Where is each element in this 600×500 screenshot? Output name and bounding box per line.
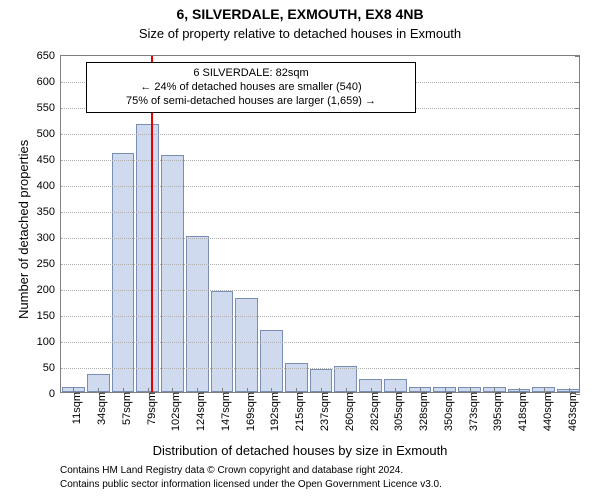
y-tick-label: 100 [37,336,61,348]
x-tick-label: 215sqm [292,392,306,431]
x-tick-label: 463sqm [565,392,579,431]
y-tick-label: 600 [37,76,61,88]
x-tick-label: 169sqm [243,392,257,431]
plot-area: 050100150200250300350400450500550600650 … [60,55,580,393]
info-line-1: 6 SILVERDALE: 82sqm [95,67,407,81]
histogram-bar [161,155,184,392]
histogram-bar [136,124,159,392]
x-tick-label: 282sqm [367,392,381,431]
x-axis-label: Distribution of detached houses by size … [0,443,600,458]
chart-subtitle: Size of property relative to detached ho… [0,26,600,41]
histogram-bar [260,330,283,392]
x-tick-label: 11sqm [69,392,83,424]
x-tick-label: 147sqm [218,392,232,431]
y-tick-label: 450 [37,154,61,166]
gridline [61,290,579,291]
gridline [61,238,579,239]
x-tick-label: 260sqm [342,392,356,431]
gridline [61,212,579,213]
histogram-bar [112,153,135,392]
x-tick-label: 328sqm [416,392,430,431]
chart-title: 6, SILVERDALE, EXMOUTH, EX8 4NB [0,6,600,22]
y-tick-label: 550 [37,102,61,114]
y-tick-label: 650 [37,50,61,62]
footer-line-2: Contains public sector information licen… [60,479,442,490]
gridline [61,264,579,265]
footer-line-1: Contains HM Land Registry data © Crown c… [60,465,403,476]
y-axis-label: Number of detached properties [16,139,31,318]
chart-container: { "chart": { "type": "histogram", "title… [0,0,600,500]
gridline [61,368,579,369]
info-line-3: 75% of semi-detached houses are larger (… [95,95,407,109]
x-tick-label: 395sqm [490,392,504,431]
gridline [61,342,579,343]
gridline [61,134,579,135]
info-line-2: ← 24% of detached houses are smaller (54… [95,81,407,95]
x-tick-label: 102sqm [168,392,182,431]
gridline [61,316,579,317]
x-tick-label: 57sqm [119,392,133,425]
y-tick-label: 400 [37,180,61,192]
y-tick-label: 50 [43,362,61,374]
x-tick-label: 440sqm [540,392,554,431]
info-box: 6 SILVERDALE: 82sqm ← 24% of detached ho… [86,62,416,113]
x-tick-label: 124sqm [193,392,207,431]
x-tick-label: 192sqm [267,392,281,431]
y-tick-label: 300 [37,232,61,244]
y-tick-label: 350 [37,206,61,218]
y-tick-label: 500 [37,128,61,140]
x-tick-label: 373sqm [466,392,480,431]
x-tick-label: 350sqm [441,392,455,431]
x-tick-label: 305sqm [391,392,405,431]
y-tick-label: 150 [37,310,61,322]
gridline [61,160,579,161]
x-tick-label: 418sqm [515,392,529,431]
histogram-bar [235,298,258,392]
x-tick-label: 79sqm [144,392,158,425]
x-tick-label: 237sqm [317,392,331,431]
x-tick-label: 34sqm [94,392,108,425]
gridline [61,186,579,187]
y-tick-label: 200 [37,284,61,296]
y-tick-label: 250 [37,258,61,270]
y-tick-label: 0 [49,388,61,400]
